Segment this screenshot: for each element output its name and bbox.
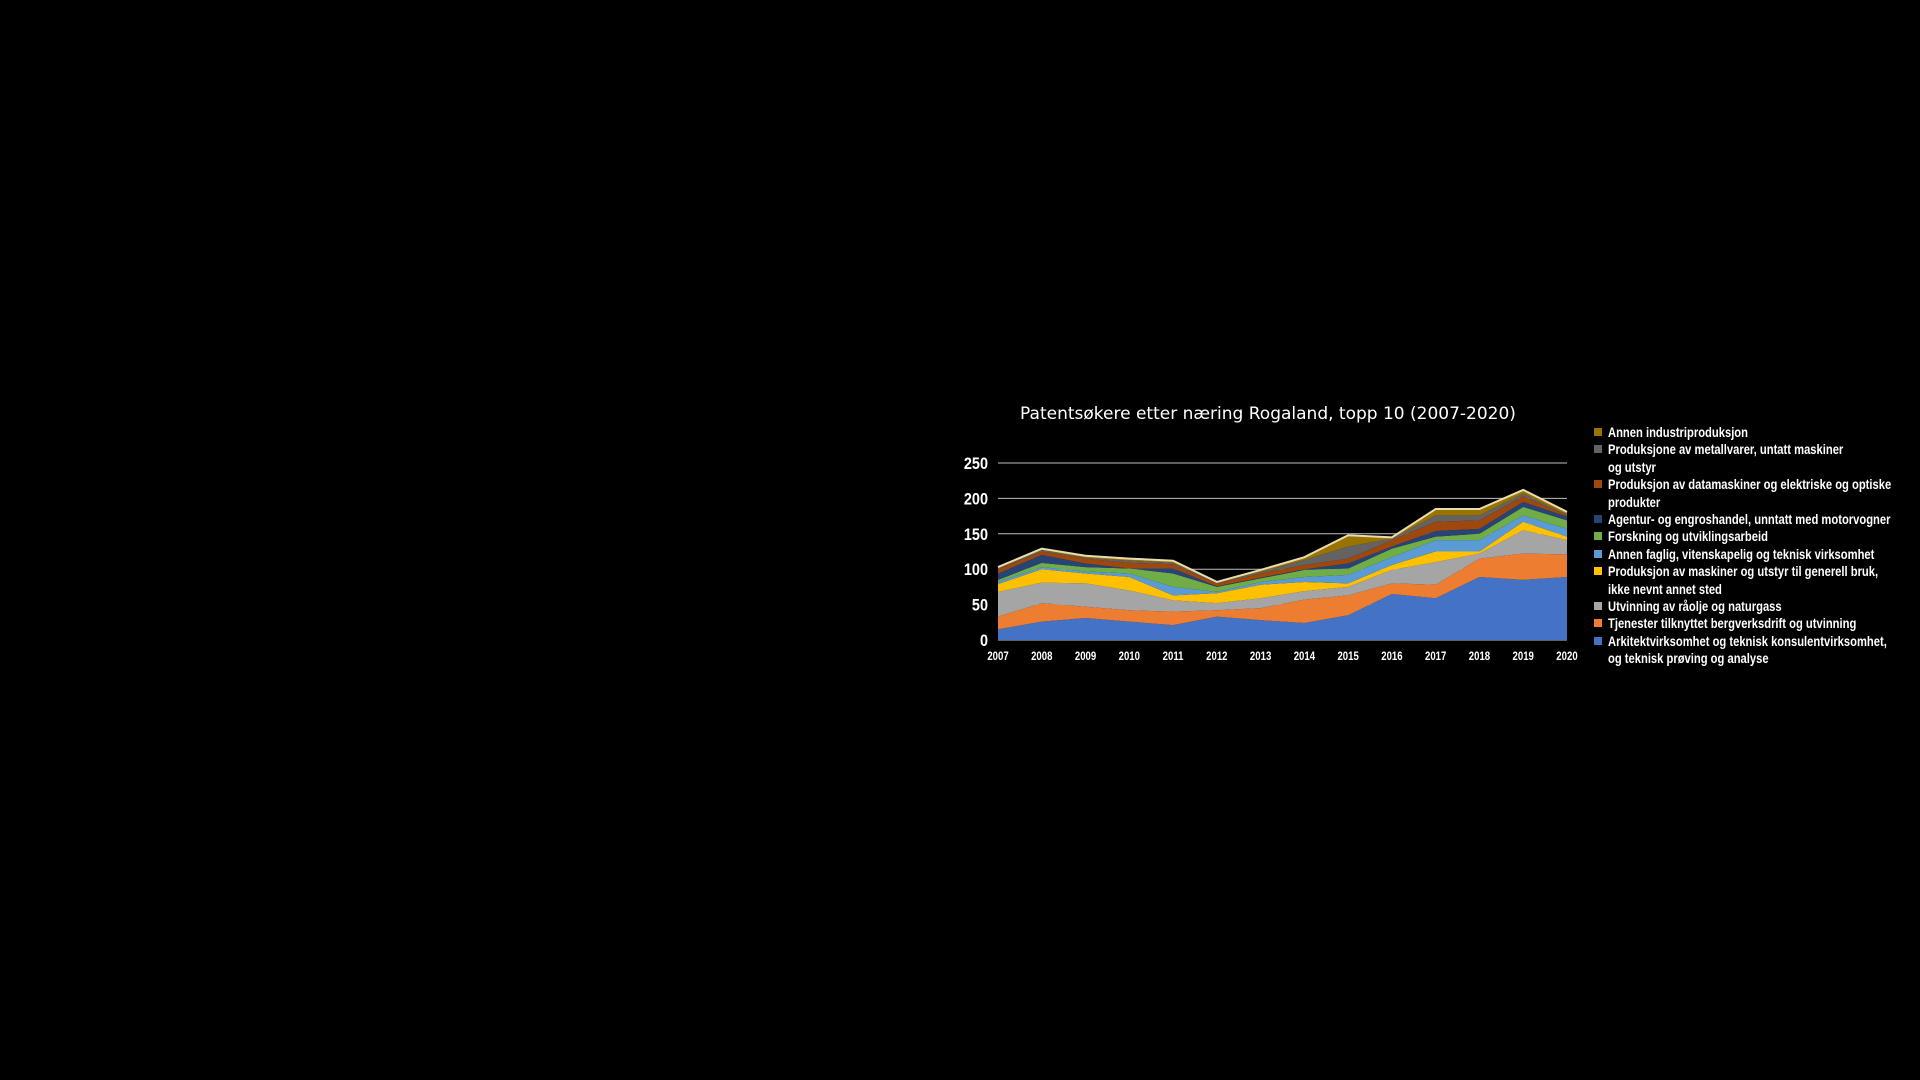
legend-label: produkter	[1608, 493, 1661, 510]
legend-label: Produksjone av metallvarer, untatt maski…	[1608, 441, 1844, 458]
area-series-0	[998, 576, 1567, 640]
y-tick-label: 200	[964, 490, 988, 508]
y-tick-label: 100	[964, 561, 988, 579]
area-series-8	[998, 493, 1567, 584]
area-series-5	[998, 506, 1567, 592]
legend-label: ikke nevnt annet sted	[1608, 580, 1722, 597]
x-tick-label: 2017	[1425, 650, 1446, 663]
legend-item: Produksjon av datamaskiner og elektriske…	[1594, 476, 1920, 511]
x-tick-label: 2014	[1294, 650, 1315, 663]
x-tick-label: 2018	[1469, 650, 1490, 663]
area-series-2	[998, 530, 1567, 617]
y-tick-label: 0	[980, 632, 988, 650]
x-tick-label: 2019	[1513, 650, 1534, 663]
x-tick-label: 2009	[1075, 650, 1096, 663]
area-series-4	[998, 515, 1567, 596]
legend-item: Produksjone av metallvarer, untatt maski…	[1594, 441, 1920, 476]
x-tick-label: 2012	[1206, 650, 1227, 663]
total-outline	[997, 488, 1568, 584]
legend-label: Forskning og utviklingsarbeid	[1608, 528, 1768, 545]
x-tick-label: 2015	[1337, 650, 1358, 663]
x-tick-label: 2020	[1556, 650, 1577, 663]
legend-label: Annen industriproduksjon	[1608, 424, 1748, 440]
y-tick-label: 150	[964, 526, 988, 544]
legend-swatch	[1594, 445, 1602, 454]
legend-label: Produksjon av maskiner og utstyr til gen…	[1608, 563, 1879, 580]
legend-item: Produksjon av maskiner og utstyr til gen…	[1594, 563, 1920, 598]
chart-title: Patentsøkere etter næring Rogaland, topp…	[1020, 404, 1516, 424]
legend-swatch	[1594, 549, 1602, 558]
legend-item: Annen faglig, vitenskapelig og teknisk v…	[1594, 546, 1920, 563]
legend-label: Arkitektvirksomhet og teknisk konsulentv…	[1608, 632, 1887, 649]
legend-item: Utvinning av råolje og naturgass	[1594, 598, 1920, 615]
legend-swatch	[1594, 515, 1602, 524]
legend-swatch	[1594, 602, 1602, 611]
area-series-6	[998, 501, 1567, 587]
area-series-1	[998, 553, 1567, 630]
y-tick-label: 250	[964, 455, 988, 473]
x-tick-label: 2007	[987, 650, 1008, 663]
legend-label: Utvinning av råolje og naturgass	[1608, 598, 1782, 615]
legend-swatch	[1594, 480, 1602, 489]
x-axis-ticks: 2007 2008 2009 2010 2011 2012 2013 2014 2015 2016…	[987, 650, 1577, 663]
area-series	[997, 488, 1568, 640]
chart-legend: Annen industriproduksjon Produksjone av m…	[1594, 424, 1920, 668]
legend-swatch	[1594, 532, 1602, 541]
legend-item: Forskning og utviklingsarbeid	[1594, 528, 1920, 545]
x-tick-label: 2016	[1381, 650, 1402, 663]
area-series-7	[998, 496, 1567, 587]
area-series-3	[998, 521, 1567, 604]
legend-swatch	[1594, 636, 1602, 645]
legend-swatch	[1594, 567, 1602, 576]
y-tick-label: 50	[972, 597, 988, 615]
legend-item: Arkitektvirksomhet og teknisk konsulentv…	[1594, 633, 1920, 668]
legend-label: og teknisk prøving og analyse	[1608, 650, 1769, 667]
legend-label: Annen faglig, vitenskapelig og teknisk v…	[1608, 545, 1875, 562]
x-tick-label: 2008	[1031, 650, 1052, 663]
legend-label: Tjenester tilknyttet bergverksdrift og u…	[1608, 615, 1857, 632]
legend-item: Tjenester tilknyttet bergverksdrift og u…	[1594, 615, 1920, 632]
legend-swatch	[1594, 428, 1602, 436]
x-tick-label: 2011	[1163, 650, 1184, 663]
legend-item: Agentur- og engroshandel, unntatt med mo…	[1594, 511, 1920, 528]
legend-label: Produksjon av datamaskiner og elektriske…	[1608, 476, 1892, 493]
y-axis-ticks: 0 50 100 150 200 250	[964, 455, 988, 650]
legend-label: Agentur- og engroshandel, unntatt med mo…	[1608, 511, 1891, 528]
legend-label: og utstyr	[1608, 458, 1656, 475]
legend-item: Annen industriproduksjon	[1594, 424, 1920, 441]
x-tick-label: 2010	[1119, 650, 1140, 663]
x-tick-label: 2013	[1250, 650, 1271, 663]
legend-swatch	[1594, 619, 1602, 628]
